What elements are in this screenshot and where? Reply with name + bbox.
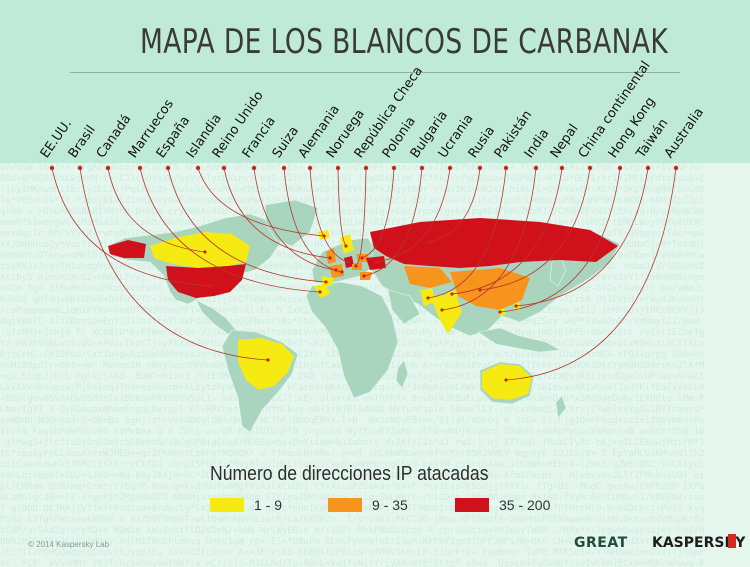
label-anchor-dot bbox=[587, 165, 593, 171]
label-anchor-dot bbox=[503, 165, 509, 171]
leader-line bbox=[79, 167, 269, 361]
copyright-text: © 2014 Kaspersky Lab bbox=[28, 540, 110, 549]
legend-swatch bbox=[328, 498, 362, 512]
region-australia bbox=[482, 364, 532, 400]
legend-item: 9 - 35 bbox=[328, 497, 408, 513]
label-anchor-dot bbox=[335, 165, 341, 171]
country-target-dot bbox=[318, 290, 322, 294]
country-target-dot bbox=[344, 244, 348, 248]
label-anchor-dot bbox=[617, 165, 623, 171]
label-anchor-dot bbox=[419, 165, 425, 171]
label-anchor-dot bbox=[77, 165, 83, 171]
region-alaska bbox=[108, 240, 146, 258]
country-target-dot bbox=[362, 274, 366, 278]
country-target-dot bbox=[203, 250, 207, 254]
country-target-dot bbox=[440, 308, 444, 312]
leader-line bbox=[375, 167, 451, 263]
leader-line bbox=[361, 167, 395, 259]
country-target-dot bbox=[328, 256, 332, 260]
leader-line bbox=[479, 167, 591, 291]
region-india bbox=[432, 294, 462, 334]
country-target-dot bbox=[334, 268, 338, 272]
country-target-dot bbox=[354, 264, 358, 268]
region-brazil bbox=[238, 338, 294, 390]
leader-line bbox=[355, 167, 367, 267]
country-target-dot bbox=[374, 260, 378, 264]
title-divider bbox=[70, 72, 680, 73]
label-anchor-dot bbox=[363, 165, 369, 171]
label-anchor-dot bbox=[673, 165, 679, 171]
country-target-dot bbox=[322, 234, 326, 238]
leader-line bbox=[197, 167, 325, 237]
label-anchor-dot bbox=[477, 165, 483, 171]
legend-label: 9 - 35 bbox=[372, 497, 408, 513]
leader-line bbox=[223, 167, 331, 259]
legend-swatch bbox=[210, 498, 244, 512]
label-anchor-dot bbox=[137, 165, 143, 171]
region-central-asia bbox=[404, 266, 452, 288]
country-target-dot bbox=[346, 260, 350, 264]
label-anchor-dot bbox=[195, 165, 201, 171]
kaspersky-logo: KASPERSKY bbox=[652, 535, 746, 551]
country-target-dot bbox=[324, 280, 328, 284]
label-dots bbox=[49, 165, 679, 382]
legend-title: Número de direcciones IP atacadas bbox=[210, 463, 489, 485]
label-anchor-dot bbox=[533, 165, 539, 171]
country-target-dot bbox=[478, 288, 482, 292]
leader-line bbox=[309, 167, 349, 263]
label-anchor-dot bbox=[281, 165, 287, 171]
label-anchor-dot bbox=[49, 165, 55, 171]
country-target-dot bbox=[266, 358, 270, 362]
country-target-dot bbox=[360, 256, 364, 260]
region-russia bbox=[370, 218, 618, 268]
country-target-dot bbox=[504, 378, 508, 382]
legend-label: 35 - 200 bbox=[499, 497, 551, 513]
leader-line bbox=[499, 167, 621, 313]
leader-line bbox=[515, 167, 649, 307]
leader-line bbox=[107, 167, 206, 253]
legend-swatch bbox=[455, 498, 489, 512]
leader-line bbox=[429, 167, 481, 243]
region-bulgaria bbox=[360, 272, 372, 280]
leader-line bbox=[167, 167, 327, 283]
highlighted-countries bbox=[108, 218, 618, 400]
leader-line bbox=[253, 167, 337, 271]
label-anchor-dot bbox=[165, 165, 171, 171]
country-target-dot bbox=[426, 296, 430, 300]
label-anchor-dot bbox=[221, 165, 227, 171]
leader-line bbox=[139, 167, 321, 293]
label-anchor-dot bbox=[307, 165, 313, 171]
great-logo: GREAT bbox=[574, 535, 628, 551]
leader-line bbox=[505, 167, 677, 381]
country-target-dot bbox=[450, 292, 454, 296]
leader-line bbox=[337, 167, 347, 247]
country-target-dot bbox=[340, 270, 344, 274]
country-target-dot bbox=[514, 304, 518, 308]
header-band bbox=[0, 0, 750, 163]
leader-line bbox=[283, 167, 343, 273]
legend-item: 35 - 200 bbox=[455, 497, 550, 513]
country-target-dot bbox=[208, 284, 212, 288]
label-anchor-dot bbox=[559, 165, 565, 171]
legend-item: 1 - 9 bbox=[210, 497, 282, 513]
leader-line bbox=[451, 167, 563, 295]
label-anchor-dot bbox=[105, 165, 111, 171]
legend-label: 1 - 9 bbox=[254, 497, 283, 513]
label-anchor-dot bbox=[391, 165, 397, 171]
country-target-dot bbox=[498, 310, 502, 314]
label-anchor-dot bbox=[251, 165, 257, 171]
kaspersky-logo-badge bbox=[728, 534, 736, 548]
region-morocco bbox=[314, 284, 330, 298]
region-canada bbox=[150, 232, 250, 268]
leader-lines bbox=[51, 167, 677, 381]
region-usa bbox=[166, 264, 246, 298]
region-spain bbox=[322, 276, 334, 286]
leader-line bbox=[427, 167, 507, 299]
leader-line bbox=[363, 167, 423, 277]
label-anchor-dot bbox=[645, 165, 651, 171]
leader-line bbox=[441, 167, 537, 311]
label-anchor-dot bbox=[447, 165, 453, 171]
country-target-dot bbox=[428, 240, 432, 244]
